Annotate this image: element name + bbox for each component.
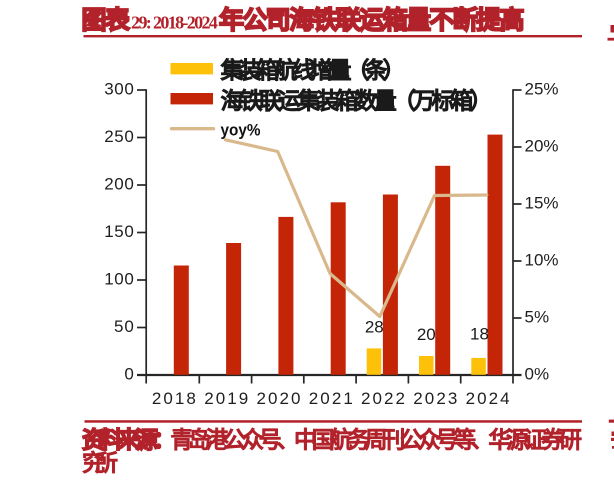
svg-text:集装箱航线增量（条）: 集装箱航线增量（条） (221, 57, 406, 83)
svg-text:0%: 0% (525, 365, 550, 384)
svg-text:18: 18 (470, 325, 489, 344)
svg-text:图表 29: 2018-2024 年公司海铁联运箱量不断提高: 图表 29: 2018-2024 年公司海铁联运箱量不断提高 (82, 6, 525, 35)
svg-text:0: 0 (124, 365, 133, 384)
svg-text:资料来源：青岛港公众号、中国航务周刊公众号等、华源证券研: 资料来源：青岛港公众号、中国航务周刊公众号等、华源证券研 (82, 426, 582, 452)
svg-text:海铁联运集装箱数量（万标箱）: 海铁联运集装箱数量（万标箱） (221, 88, 493, 114)
svg-text:50: 50 (114, 317, 134, 336)
svg-text:100: 100 (104, 270, 134, 289)
svg-text:250: 250 (104, 127, 134, 146)
svg-text:200: 200 (104, 175, 134, 194)
svg-text:yoy%: yoy% (221, 120, 261, 139)
svg-text:究所: 究所 (82, 450, 118, 476)
svg-text:20%: 20% (525, 137, 559, 156)
svg-text:5%: 5% (525, 308, 550, 327)
svg-text:10%: 10% (525, 251, 559, 270)
svg-text:28: 28 (365, 317, 384, 336)
svg-text:20: 20 (417, 325, 436, 344)
svg-text:15%: 15% (525, 194, 559, 213)
svg-text:150: 150 (104, 222, 134, 241)
svg-text:25%: 25% (525, 80, 559, 99)
svg-text:300: 300 (104, 80, 134, 99)
